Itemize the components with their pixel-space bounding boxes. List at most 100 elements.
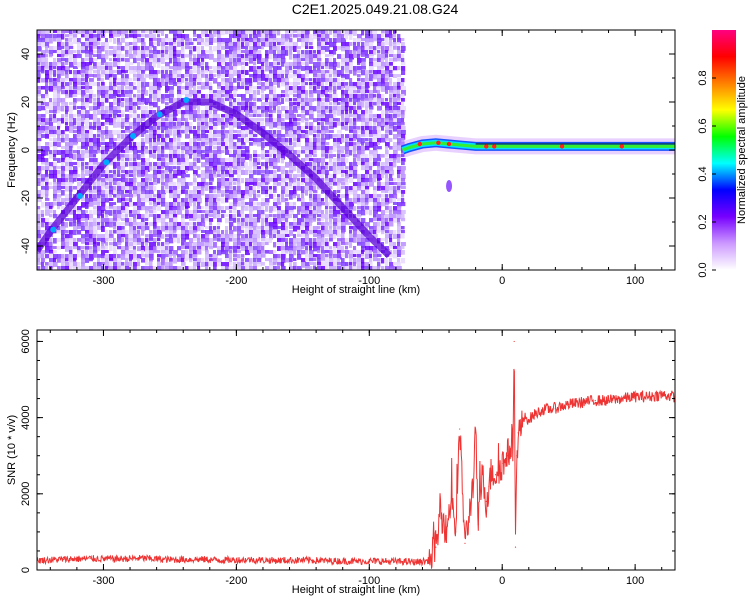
noise-cell [165, 158, 169, 162]
noise-cell [161, 178, 165, 182]
noise-cell [321, 118, 326, 122]
noise-cell [245, 226, 250, 230]
noise-cell [313, 198, 318, 203]
noise-cell [213, 190, 217, 194]
noise-cell [61, 106, 65, 112]
noise-cell [241, 246, 246, 252]
noise-cell [293, 82, 298, 87]
noise-cell [113, 58, 118, 62]
noise-cell [277, 178, 282, 182]
noise-cell [333, 214, 338, 218]
noise-cell [393, 34, 397, 38]
noise-cell [109, 162, 114, 166]
noise-cell [53, 118, 58, 123]
noise-cell [109, 94, 114, 99]
noise-cell [181, 146, 186, 151]
noise-cell [289, 102, 293, 107]
noise-cell [393, 230, 397, 235]
noise-cell [257, 226, 261, 230]
noise-cell [145, 62, 150, 66]
noise-cell [229, 166, 233, 172]
noise-cell [185, 86, 189, 91]
noise-cell [177, 58, 181, 62]
noise-cell [213, 266, 217, 270]
noise-cell [297, 66, 301, 70]
noise-cell [313, 142, 317, 147]
noise-cell [273, 66, 278, 71]
noise-cell [221, 118, 225, 123]
noise-cell [153, 150, 157, 154]
noise-cell [69, 94, 73, 98]
noise-cell [289, 106, 293, 110]
noise-cell [381, 258, 385, 264]
noise-cell [153, 218, 157, 224]
noise-cell [45, 198, 50, 202]
noise-cell [225, 218, 230, 224]
noise-cell [73, 138, 78, 144]
noise-cell [157, 158, 162, 162]
noise-cell [173, 222, 177, 228]
noise-cell [365, 242, 370, 247]
noise-cell [197, 110, 201, 114]
noise-cell [101, 178, 106, 183]
noise-cell [381, 190, 386, 194]
noise-cell [37, 114, 42, 119]
noise-cell [373, 74, 378, 80]
noise-cell [397, 134, 402, 138]
noise-cell [313, 82, 318, 86]
noise-cell [201, 238, 205, 242]
noise-cell [209, 182, 213, 186]
noise-cell [57, 50, 61, 56]
noise-cell [345, 54, 350, 59]
noise-cell [221, 122, 226, 126]
noise-cell [365, 186, 370, 190]
noise-cell [149, 106, 153, 110]
noise-cell [321, 42, 325, 48]
noise-cell [377, 186, 381, 191]
noise-cell [197, 258, 201, 263]
noise-cell [229, 138, 234, 143]
noise-cell [49, 78, 53, 84]
noise-cell [341, 90, 345, 96]
noise-cell [201, 218, 205, 224]
noise-cell [145, 98, 150, 104]
noise-cell [233, 134, 238, 140]
noise-cell [37, 74, 41, 79]
noise-cell [353, 50, 357, 55]
noise-cell [93, 94, 97, 98]
noise-cell [205, 50, 210, 54]
noise-cell [381, 58, 385, 63]
noise-cell [273, 254, 278, 260]
noise-cell [293, 90, 298, 94]
noise-cell [217, 122, 221, 126]
noise-cell [397, 82, 401, 88]
noise-cell [297, 74, 302, 79]
noise-cell [189, 246, 194, 252]
noise-cell [69, 254, 74, 258]
noise-cell [121, 114, 125, 118]
noise-cell [101, 214, 105, 218]
noise-cell [385, 154, 389, 158]
noise-cell [365, 190, 370, 196]
noise-cell [49, 82, 54, 87]
noise-cell [209, 162, 214, 168]
noise-cell [73, 262, 78, 268]
noise-cell [365, 110, 369, 114]
noise-cell [329, 182, 333, 186]
noise-cell [165, 162, 169, 167]
noise-cell [133, 50, 138, 56]
noise-cell [301, 54, 306, 58]
noise-cell [73, 90, 78, 95]
noise-cell [225, 146, 229, 150]
noise-cell [181, 206, 185, 211]
noise-cell [201, 82, 206, 87]
noise-cell [85, 62, 90, 67]
noise-cell [77, 122, 82, 127]
noise-cell [293, 206, 297, 210]
noise-cell [169, 234, 173, 239]
noise-cell [301, 42, 305, 48]
noise-cell [297, 94, 302, 99]
noise-cell [253, 106, 258, 111]
noise-cell [305, 82, 309, 86]
noise-cell [385, 166, 390, 172]
